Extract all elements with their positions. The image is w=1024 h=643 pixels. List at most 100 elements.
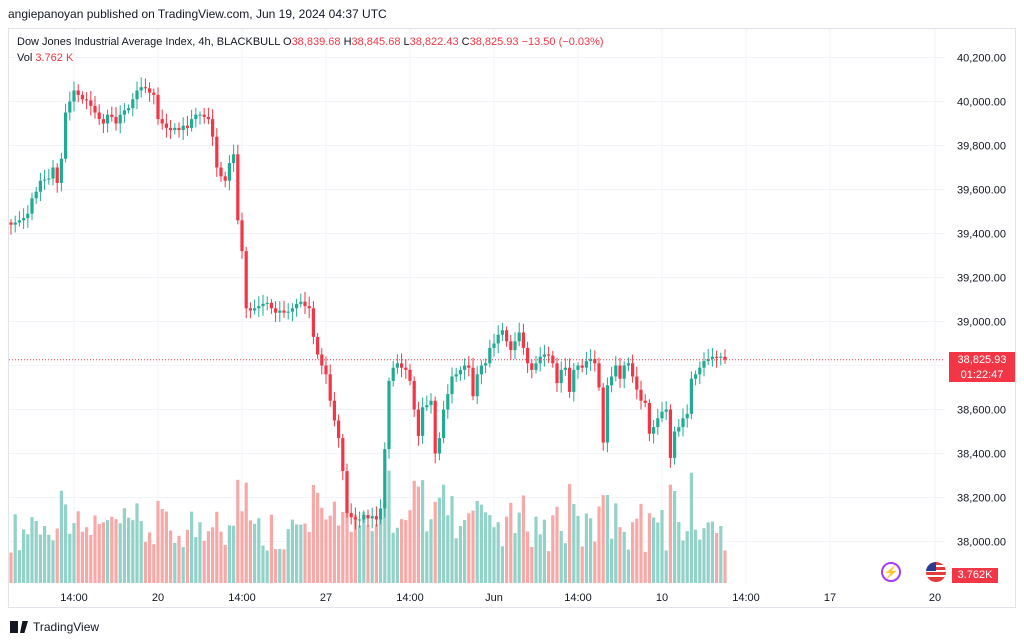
volume-bar-up	[127, 517, 131, 583]
candle-up	[30, 198, 34, 214]
volume-bar-up	[131, 520, 135, 583]
volume-bar-down	[177, 535, 181, 583]
price-tick-label: 38,600.00	[957, 405, 1006, 417]
candle-up	[198, 114, 202, 116]
volume-bar-up	[429, 519, 433, 583]
candle-up	[290, 308, 294, 312]
volume-label[interactable]: Vol	[17, 52, 33, 64]
volume-bar-up	[576, 515, 580, 583]
candle-up	[534, 363, 538, 370]
volume-bar-up	[681, 540, 685, 583]
volume-bar-up	[253, 523, 257, 583]
candle-up	[463, 365, 467, 370]
volume-bar-down	[80, 531, 84, 583]
price-axis: 38,000.00 38,200.00 38,400.00 38,600.00 38,8…	[957, 53, 1006, 549]
price-tick-label: 39,200.00	[957, 273, 1006, 285]
candle-down	[639, 389, 643, 401]
candle-down	[76, 90, 80, 95]
candle-down	[274, 308, 278, 313]
candle-up	[299, 301, 303, 304]
volume-bar-up	[559, 530, 563, 583]
volume-bar-down	[353, 514, 357, 583]
volume-bar-up	[517, 512, 521, 583]
volume-bar-down	[324, 519, 328, 583]
candle-down	[509, 341, 513, 351]
lightning-icon[interactable]: ⚡	[881, 562, 901, 582]
volume-bar-down	[643, 551, 647, 583]
candle-down	[215, 136, 219, 168]
footer-brand[interactable]: TradingView	[33, 620, 100, 634]
volume-bar-up	[59, 490, 63, 583]
volume-bar-up	[106, 520, 110, 583]
candle-down	[148, 88, 152, 93]
candle-up	[656, 418, 660, 428]
volume-bar-down	[568, 484, 572, 583]
volume-bar-up	[362, 512, 366, 583]
candle-down	[723, 356, 727, 360]
volume-bar-up	[227, 525, 231, 583]
candle-down	[668, 409, 672, 458]
candle-up	[286, 311, 290, 313]
us-flag-icon[interactable]	[926, 562, 946, 582]
candle-up	[605, 385, 609, 443]
instrument-title[interactable]: Dow Jones Industrial Average Index, 4h, …	[17, 36, 280, 48]
time-tick-label: 17	[824, 592, 836, 604]
volume-bar-up	[395, 527, 399, 583]
volume-bar-down	[404, 520, 408, 583]
time-tick-label: 20	[929, 592, 941, 604]
volume-bar-up	[677, 522, 681, 583]
candle-up	[719, 356, 723, 358]
volume-bar-down	[206, 531, 210, 583]
volume-bar-up	[475, 500, 479, 583]
volume-badge: 3.762K	[952, 568, 998, 583]
volume-bar-up	[358, 525, 362, 583]
candlesticks	[9, 77, 727, 530]
time-tick-label: 10	[656, 592, 668, 604]
chart-frame[interactable]	[8, 28, 1016, 608]
candle-up	[681, 418, 685, 428]
volume-bar-up	[702, 528, 706, 583]
volume-bar-up	[664, 550, 668, 583]
volume-bar-down	[89, 534, 93, 583]
candle-up	[131, 99, 135, 109]
candle-down	[366, 515, 370, 519]
candle-down	[471, 367, 475, 397]
volume-bar-down	[93, 515, 97, 583]
candle-up	[446, 394, 450, 410]
candle-down	[597, 363, 601, 388]
chart-grid	[9, 29, 945, 584]
candle-up	[265, 302, 269, 304]
volume-bar-up	[500, 546, 504, 583]
candle-up	[395, 363, 399, 368]
volume-bar-up	[622, 531, 626, 583]
candle-up	[26, 213, 30, 219]
candle-up	[122, 110, 126, 115]
candle-up	[139, 87, 143, 91]
candle-up	[614, 365, 618, 377]
volume-bar-down	[526, 531, 530, 583]
volume-bar-down	[337, 525, 341, 583]
candle-up	[677, 427, 681, 432]
candle-down	[240, 220, 244, 252]
volume-bar-up	[437, 497, 441, 583]
candle-up	[261, 303, 265, 307]
candle-down	[316, 336, 320, 355]
volume-bar-up	[710, 521, 714, 583]
time-tick-label: Jun	[485, 592, 503, 604]
volume-bar-up	[488, 515, 492, 583]
volume-bar-down	[307, 532, 311, 583]
candle-down	[715, 356, 719, 358]
volume-bar-up	[694, 529, 698, 583]
volume-bar-up	[30, 517, 34, 583]
candle-up	[135, 90, 139, 100]
candle-down	[80, 94, 84, 100]
candle-up	[496, 334, 500, 344]
candle-down	[164, 123, 168, 128]
candle-up	[500, 330, 504, 335]
candle-down	[244, 251, 248, 309]
volume-bar-up	[534, 516, 538, 583]
candle-up	[559, 369, 563, 384]
volume-bar-down	[97, 523, 101, 583]
candle-up	[227, 163, 231, 181]
